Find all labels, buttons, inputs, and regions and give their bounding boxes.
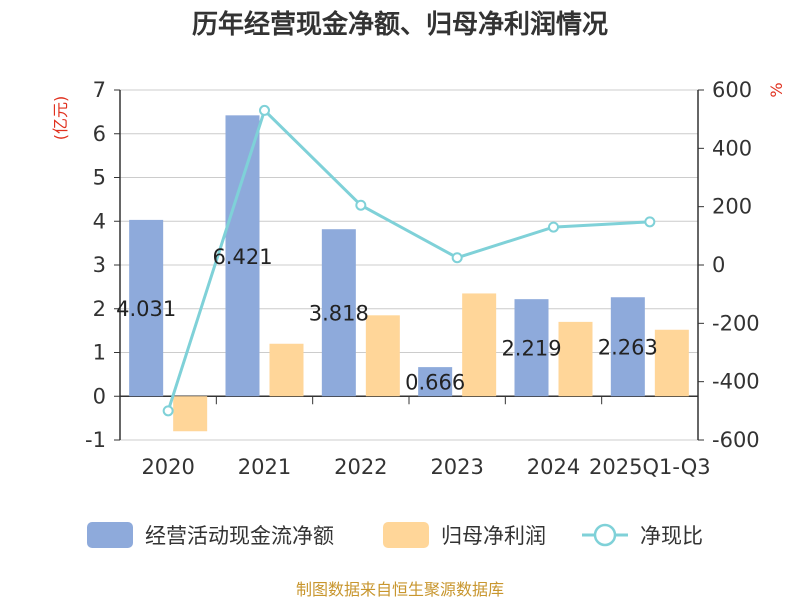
x-tick-label: 2023: [430, 455, 483, 479]
ratio-line: [162, 104, 656, 417]
bars: [129, 115, 689, 432]
net-profit-bar: [462, 293, 497, 397]
cash-flow-bar: [514, 299, 549, 397]
net-profit-bar: [558, 321, 593, 397]
ratio-point: [451, 252, 463, 264]
source-note: 制图数据来自恒生聚源数据库: [296, 580, 504, 599]
left-tick-label: 7: [93, 78, 106, 102]
ratio-line-path: [166, 107, 650, 412]
right-axis-unit: %: [767, 82, 786, 97]
x-tick-label: 2024: [527, 455, 580, 479]
ratio-point: [355, 199, 367, 211]
data-labels: 4.031 6.421 3.818 0.666 2.219 2.263: [116, 245, 658, 395]
right-tick-label: -200: [712, 311, 760, 335]
left-axis-unit: (亿元): [51, 96, 70, 141]
cash-flow-value-label: 4.031: [116, 297, 176, 321]
net-profit-bar: [269, 343, 304, 397]
cash-flow-bar: [418, 367, 453, 397]
cash-flow-value-label: 0.666: [405, 371, 465, 395]
cash-flow-value-label: 2.263: [598, 336, 658, 360]
cash-flow-bar: [129, 219, 164, 397]
cash-flow-value-label: 3.818: [309, 302, 369, 326]
legend-swatch-ratio-marker: [593, 523, 617, 547]
x-tick-label: 2022: [334, 455, 387, 479]
left-tick-label: 3: [93, 253, 106, 277]
right-tick-label: 400: [712, 136, 752, 160]
left-tick-label: 0: [93, 384, 106, 408]
cash-flow-bar: [610, 297, 645, 397]
left-tick-label: 4: [93, 209, 106, 233]
ratio-point: [644, 216, 656, 228]
ratio-point: [162, 405, 174, 417]
cash-flow-bar: [225, 115, 260, 397]
cash-flow-value-label: 6.421: [212, 245, 272, 269]
right-tick-label: -600: [712, 428, 760, 452]
chart-title: 历年经营现金净额、归母净利润情况: [192, 9, 608, 40]
left-tick-label: 2: [93, 297, 106, 321]
left-tick-label: 6: [93, 122, 106, 146]
x-tick-label: 2020: [141, 455, 194, 479]
net-profit-bar: [654, 329, 689, 397]
right-tick-label: 600: [712, 78, 752, 102]
right-tick-label: 200: [712, 195, 752, 219]
legend-label-ratio: 净现比: [640, 524, 703, 548]
legend-swatch-cash-flow: [87, 522, 133, 548]
net-profit-bar: [173, 396, 208, 432]
right-tick-label: -400: [712, 370, 760, 394]
cash-flow-value-label: 2.219: [501, 337, 561, 361]
x-tick-label: 2021: [238, 455, 291, 479]
ratio-point: [259, 104, 270, 116]
axes: -1 0 1 2 3 4 5 6 7 -600 -400 -200 0 200 400 600 2020 2021…: [85, 78, 760, 479]
left-tick-label: -1: [85, 428, 106, 452]
cash-flow-bar: [321, 229, 356, 397]
left-tick-label: 1: [93, 341, 106, 365]
left-tick-label: 5: [93, 166, 106, 190]
legend: 经营活动现金流净额 归母净利润 净现比: [87, 522, 703, 548]
x-tick-label: 2025Q1-Q3: [589, 455, 711, 479]
ratio-point: [548, 221, 559, 233]
legend-label-net-profit: 归母净利润: [441, 524, 546, 548]
net-profit-bar: [365, 315, 400, 397]
legend-label-cash-flow: 经营活动现金流净额: [145, 524, 334, 548]
right-tick-label: 0: [712, 253, 725, 277]
legend-swatch-net-profit: [383, 522, 429, 548]
